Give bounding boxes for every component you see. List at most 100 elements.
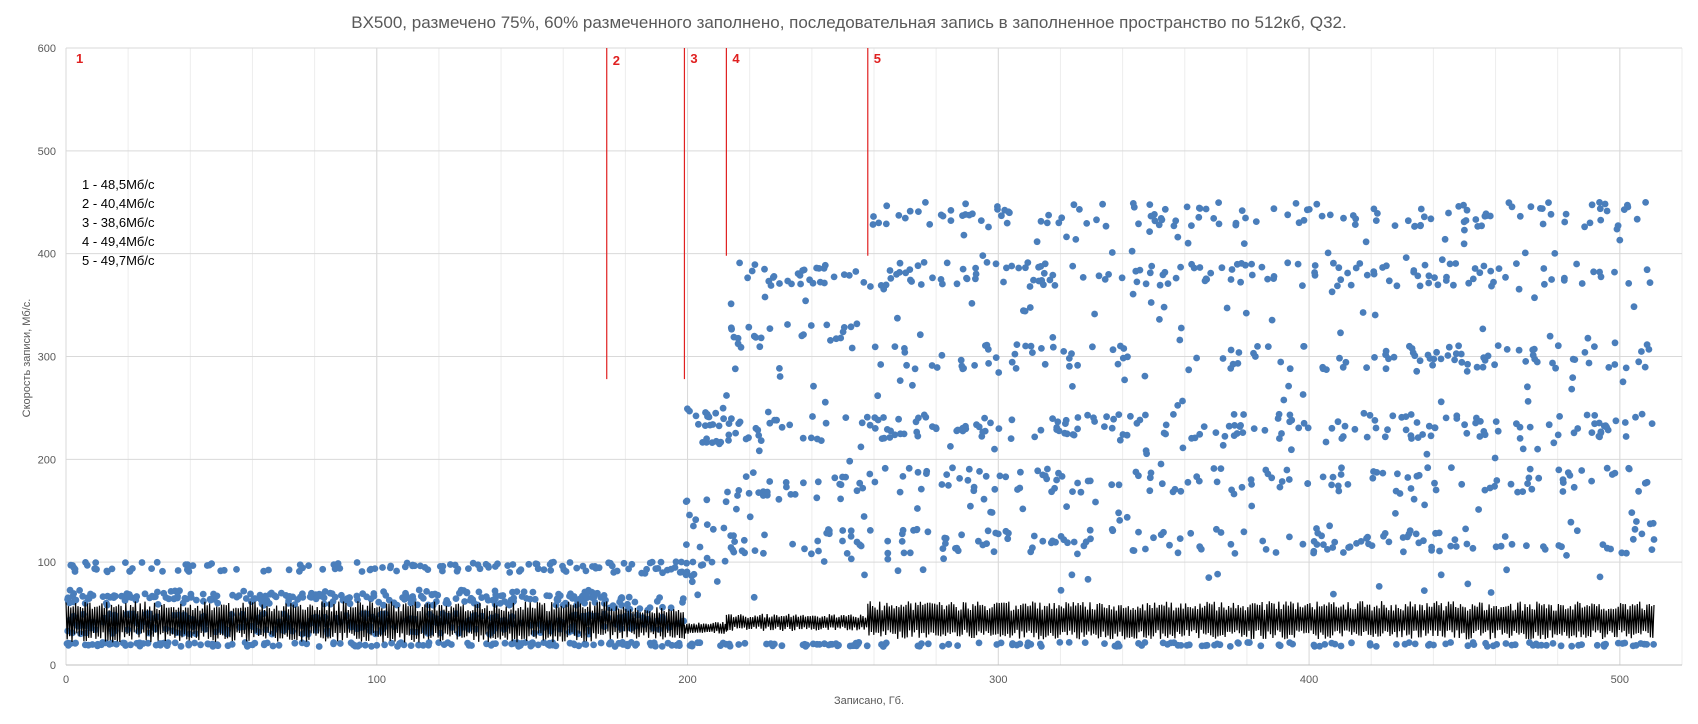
scatter-point bbox=[1044, 465, 1051, 473]
scatter-point bbox=[1038, 277, 1046, 284]
scatter-point bbox=[1508, 203, 1516, 211]
scatter-point bbox=[1337, 642, 1345, 650]
scatter-point bbox=[1638, 530, 1646, 538]
scatter-point bbox=[113, 640, 120, 648]
scatter-point bbox=[373, 641, 381, 649]
scatter-point bbox=[898, 530, 906, 538]
scatter-point bbox=[1108, 249, 1116, 256]
scatter-point bbox=[331, 593, 339, 601]
scatter-point bbox=[1329, 473, 1337, 481]
scatter-point bbox=[1597, 273, 1605, 281]
scatter-point bbox=[1407, 411, 1415, 418]
scatter-point bbox=[315, 643, 323, 650]
scatter-point bbox=[1008, 358, 1016, 366]
scatter-point bbox=[461, 598, 468, 605]
scatter-point bbox=[184, 566, 191, 574]
scatter-point bbox=[1027, 342, 1035, 350]
scatter-point bbox=[1472, 216, 1480, 223]
scatter-point bbox=[1166, 541, 1173, 549]
scatter-point bbox=[1372, 424, 1380, 432]
scatter-point bbox=[1385, 538, 1393, 546]
scatter-point bbox=[894, 314, 901, 322]
scatter-point bbox=[1481, 486, 1489, 494]
scatter-point bbox=[884, 555, 892, 563]
scatter-point bbox=[1497, 542, 1505, 550]
scatter-point bbox=[1286, 533, 1293, 541]
scatter-point bbox=[602, 596, 609, 604]
scatter-point bbox=[167, 588, 175, 595]
scatter-point bbox=[1040, 269, 1048, 277]
scatter-point bbox=[985, 223, 992, 231]
scatter-point bbox=[1069, 383, 1076, 390]
scatter-point bbox=[1445, 209, 1452, 217]
scatter-point bbox=[1132, 267, 1140, 275]
scatter-point bbox=[1215, 199, 1222, 207]
scatter-point bbox=[1212, 429, 1220, 436]
scatter-point bbox=[1487, 589, 1495, 596]
scatter-point bbox=[1600, 641, 1608, 649]
scatter-point bbox=[573, 596, 581, 604]
scatter-point bbox=[909, 381, 916, 389]
scatter-point bbox=[1385, 355, 1392, 363]
scatter-point bbox=[1554, 342, 1562, 350]
scatter-point bbox=[1432, 486, 1440, 494]
scatter-point bbox=[901, 214, 909, 222]
scatter-point bbox=[509, 640, 517, 647]
scatter-point bbox=[1219, 355, 1227, 362]
scatter-point bbox=[1299, 540, 1307, 548]
scatter-point bbox=[1596, 205, 1604, 213]
scatter-point bbox=[203, 562, 211, 569]
scatter-point bbox=[1238, 483, 1246, 491]
scatter-point bbox=[821, 261, 829, 269]
scatter-point bbox=[381, 641, 388, 649]
scatter-point bbox=[176, 587, 183, 595]
scatter-point bbox=[1495, 265, 1503, 272]
scatter-point bbox=[1560, 276, 1568, 284]
scatter-point bbox=[847, 323, 855, 331]
scatter-point bbox=[83, 561, 91, 569]
scatter-point bbox=[425, 641, 432, 649]
scatter-point bbox=[1539, 220, 1547, 228]
scatter-point bbox=[995, 369, 1003, 376]
scatter-point bbox=[866, 527, 874, 534]
scatter-point bbox=[1441, 235, 1449, 243]
scatter-point bbox=[1561, 218, 1569, 226]
scatter-point bbox=[983, 341, 991, 349]
scatter-point bbox=[965, 211, 973, 219]
scatter-point bbox=[1337, 276, 1345, 284]
scatter-point bbox=[1446, 260, 1454, 268]
scatter-point bbox=[776, 373, 784, 380]
scatter-point bbox=[756, 343, 764, 351]
scatter-point bbox=[896, 269, 903, 276]
scatter-point bbox=[763, 488, 771, 496]
scatter-point bbox=[1049, 334, 1057, 341]
y-tick-label: 500 bbox=[38, 146, 56, 158]
scatter-point bbox=[1223, 304, 1231, 312]
scatter-point bbox=[1581, 223, 1588, 231]
scatter-point bbox=[897, 430, 904, 438]
scatter-point bbox=[1567, 518, 1575, 526]
scatter-point bbox=[959, 212, 966, 220]
scatter-point bbox=[870, 213, 877, 220]
scatter-point bbox=[1086, 477, 1094, 485]
scatter-point bbox=[973, 421, 980, 429]
scatter-point bbox=[1115, 411, 1123, 418]
scatter-point bbox=[1515, 285, 1523, 293]
scatter-point bbox=[396, 640, 404, 647]
scatter-point bbox=[920, 259, 928, 266]
scatter-point bbox=[1160, 303, 1168, 311]
scatter-point bbox=[1285, 476, 1293, 483]
scatter-point bbox=[809, 640, 817, 648]
scatter-point bbox=[1379, 469, 1387, 477]
scatter-point bbox=[734, 334, 742, 342]
scatter-point bbox=[1547, 210, 1555, 218]
scatter-point bbox=[1218, 264, 1226, 272]
scatter-point bbox=[265, 566, 272, 574]
scatter-point bbox=[764, 408, 772, 416]
scatter-point bbox=[1351, 425, 1359, 433]
scatter-point bbox=[1605, 364, 1613, 371]
scatter-point bbox=[1516, 423, 1524, 431]
scatter-point bbox=[1262, 546, 1270, 553]
scatter-point bbox=[699, 439, 706, 446]
scatter-point bbox=[1363, 271, 1371, 279]
